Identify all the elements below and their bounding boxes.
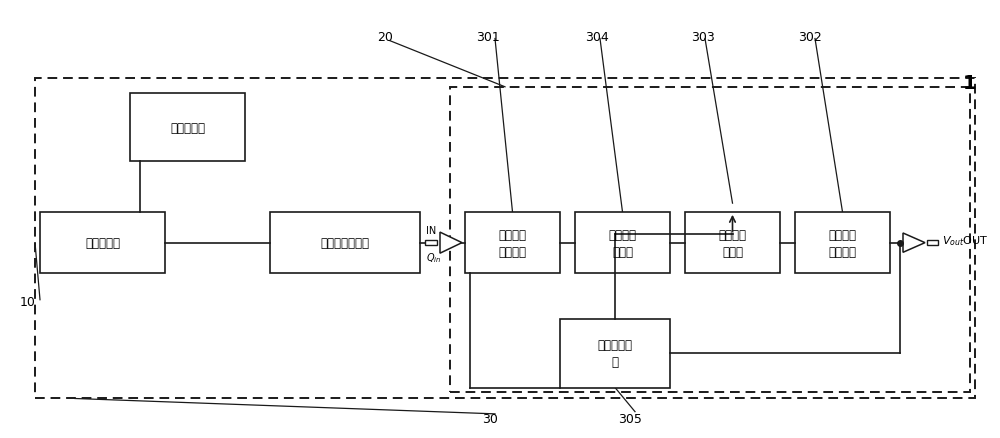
- Bar: [575, 212, 670, 274]
- Text: 共模电荷控制器: 共模电荷控制器: [321, 237, 370, 250]
- Bar: [450, 88, 970, 392]
- Text: 有源噪声
抵消器: 有源噪声 抵消器: [608, 228, 636, 258]
- Bar: [270, 212, 420, 274]
- Bar: [560, 320, 670, 388]
- Text: 电容传感器: 电容传感器: [170, 122, 205, 134]
- Bar: [40, 212, 165, 274]
- Text: $Q_{in}$: $Q_{in}$: [426, 251, 442, 265]
- Bar: [927, 240, 938, 245]
- Bar: [465, 212, 560, 274]
- Bar: [685, 212, 780, 274]
- Text: 303: 303: [691, 31, 715, 44]
- Text: 电荷反馈单
元: 电荷反馈单 元: [598, 339, 633, 369]
- Text: $V_{out}$OUT: $V_{out}$OUT: [942, 234, 988, 248]
- Text: 增益误差
矫正器: 增益误差 矫正器: [718, 228, 746, 258]
- Polygon shape: [903, 233, 925, 253]
- Text: 第一级差
分放大器: 第一级差 分放大器: [499, 228, 527, 258]
- Text: 1: 1: [963, 74, 977, 93]
- Bar: [35, 79, 975, 399]
- Text: IN: IN: [426, 225, 436, 235]
- Text: 电压激励源: 电压激励源: [85, 237, 120, 250]
- Bar: [425, 240, 437, 246]
- Text: 10: 10: [20, 296, 36, 309]
- Text: 20: 20: [377, 31, 393, 44]
- Text: 304: 304: [585, 31, 609, 44]
- Text: 305: 305: [618, 412, 642, 425]
- Polygon shape: [440, 233, 462, 254]
- Text: 301: 301: [476, 31, 500, 44]
- Bar: [795, 212, 890, 274]
- Text: 第二级差
分放大器: 第二级差 分放大器: [828, 228, 856, 258]
- Text: 302: 302: [798, 31, 822, 44]
- Text: 30: 30: [482, 412, 498, 425]
- Bar: [130, 94, 245, 162]
